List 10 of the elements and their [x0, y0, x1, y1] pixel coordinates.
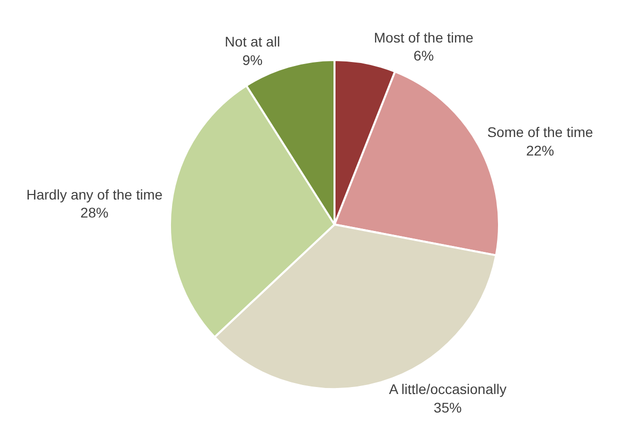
slice-label: Hardly any of the time: [26, 186, 163, 203]
slice-label: Some of the time: [487, 124, 594, 140]
data-label: 22%: [526, 142, 554, 158]
data-label: 28%: [80, 204, 108, 221]
slice-label: Most of the time: [374, 29, 474, 46]
data-label: 6%: [414, 48, 434, 64]
slice-label: Not at all: [224, 34, 280, 50]
data-label: 35%: [434, 399, 462, 416]
data-label: 9%: [242, 52, 263, 68]
slice-label: A little/occasionally: [388, 381, 506, 398]
